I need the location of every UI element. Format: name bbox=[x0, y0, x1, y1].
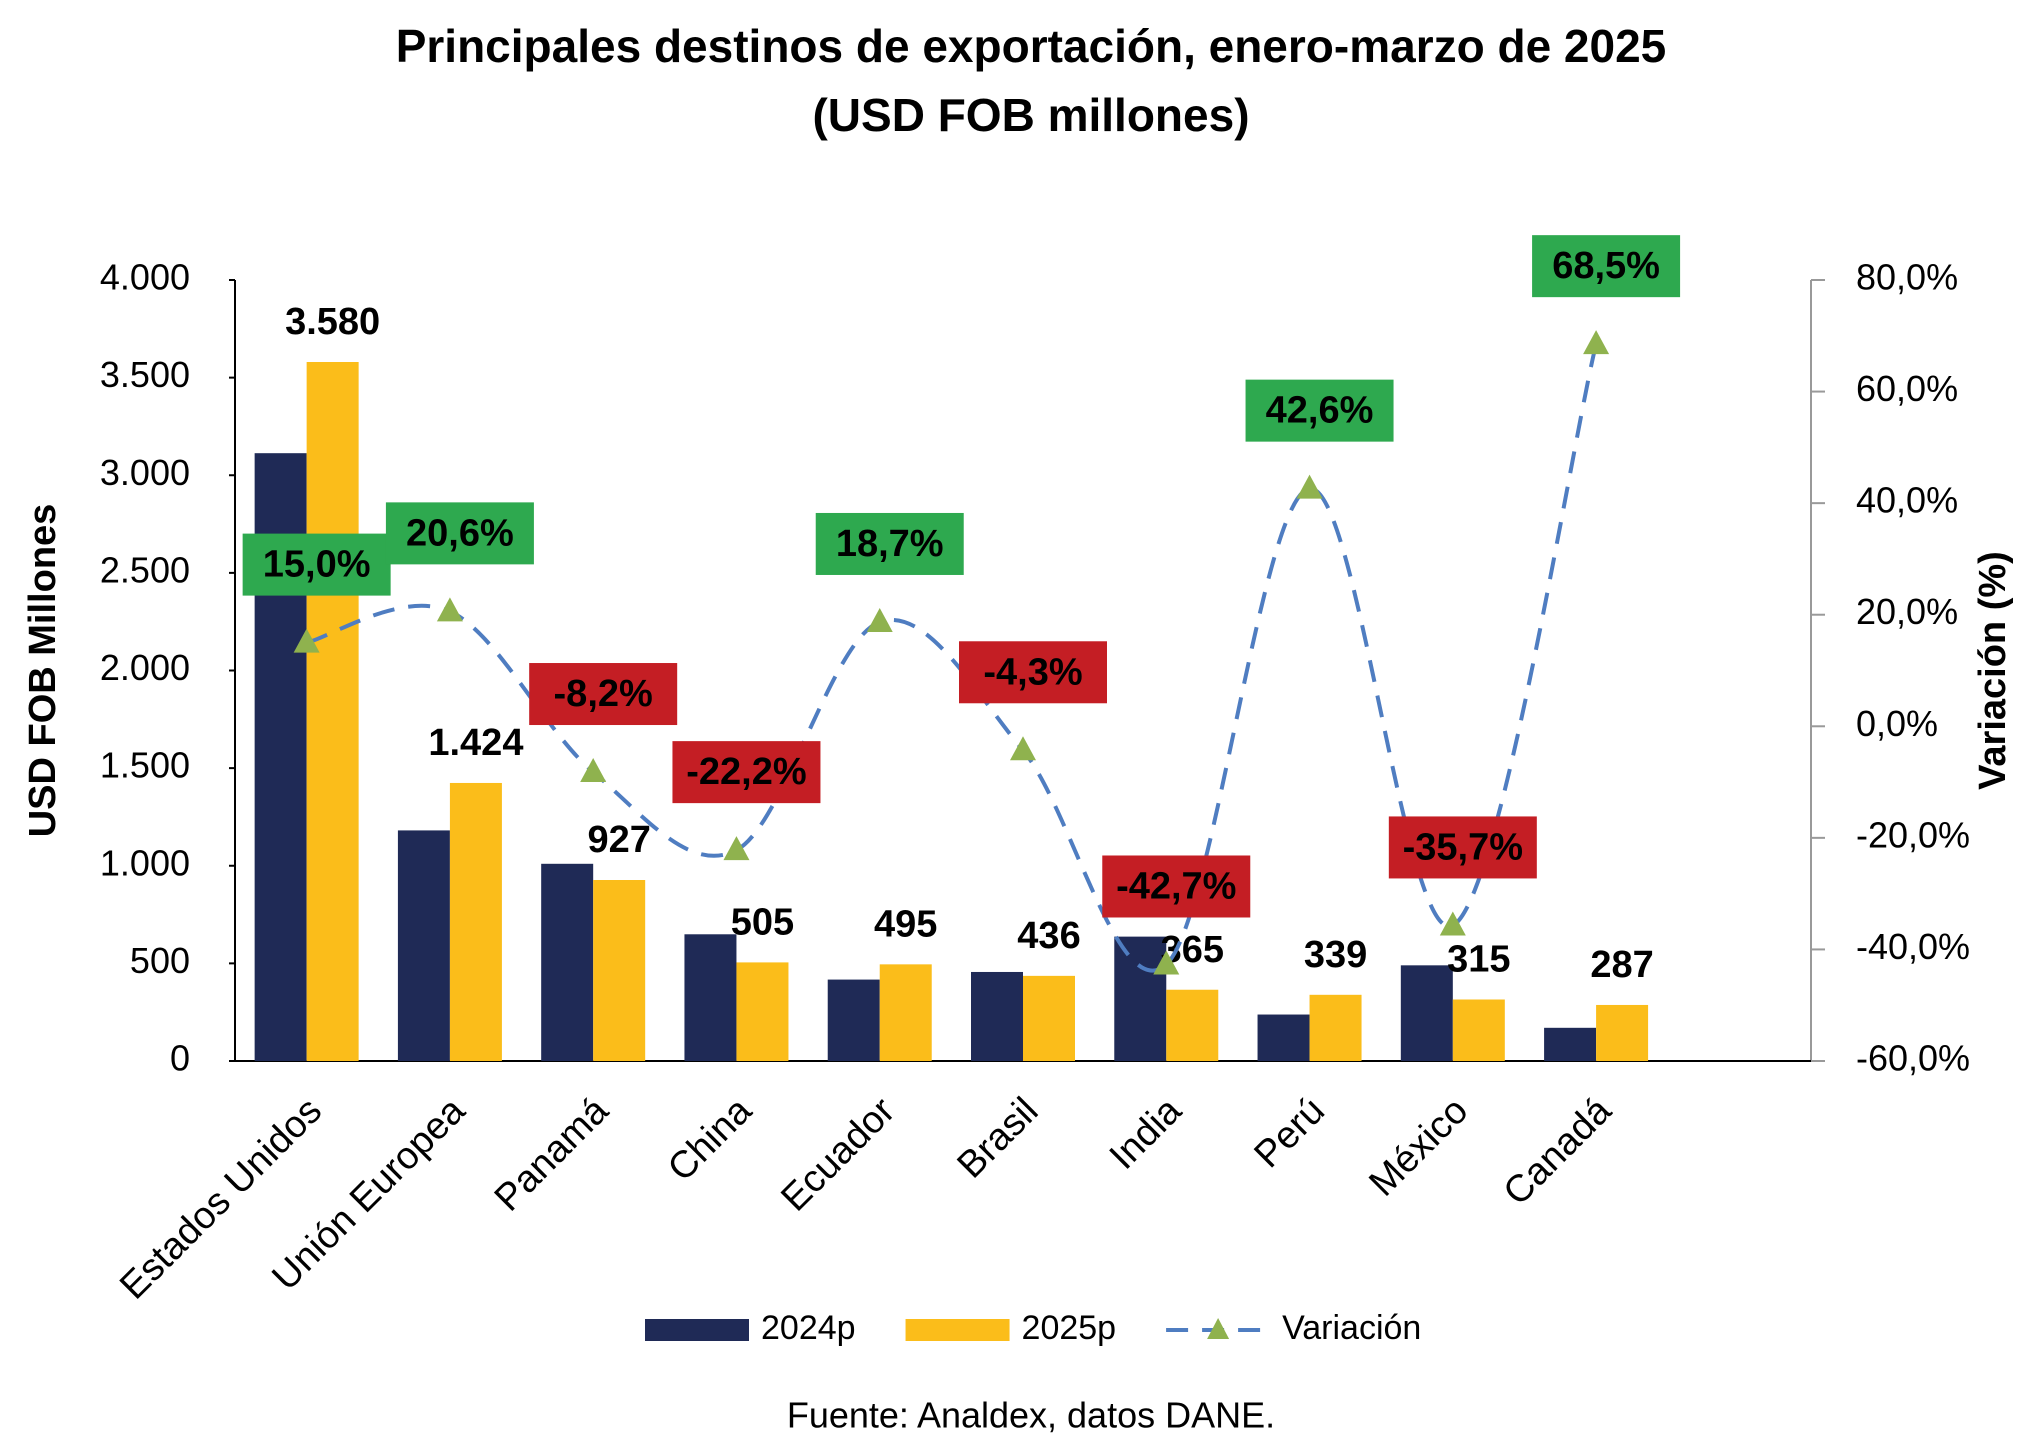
y2-tick-label: -40,0% bbox=[1856, 926, 1970, 967]
data-label-box bbox=[529, 663, 678, 726]
line-marker bbox=[866, 607, 893, 632]
data-label: -42,7% bbox=[1116, 866, 1236, 908]
legend-marker bbox=[1207, 1318, 1230, 1339]
data-label: -8,2% bbox=[554, 673, 653, 715]
data-label-box bbox=[1245, 379, 1394, 442]
bar bbox=[684, 934, 737, 1061]
bar bbox=[1452, 999, 1505, 1061]
legend-swatch bbox=[645, 1319, 749, 1341]
x-tick-label: Panamá bbox=[487, 1089, 617, 1219]
line-marker bbox=[1296, 474, 1323, 499]
line-marker bbox=[580, 758, 607, 783]
bar bbox=[397, 830, 450, 1061]
bar bbox=[1400, 965, 1453, 1061]
data-label: -22,2% bbox=[686, 751, 806, 793]
data-label: 505 bbox=[731, 901, 794, 943]
bar bbox=[1596, 1004, 1649, 1061]
y-tick-label: 0 bbox=[170, 1038, 190, 1079]
legend-label: 2025p bbox=[1022, 1309, 1117, 1347]
legend-swatch bbox=[905, 1319, 1010, 1341]
bar bbox=[1257, 1014, 1310, 1061]
data-label-box bbox=[385, 502, 534, 565]
data-label: 42,6% bbox=[1266, 390, 1374, 432]
data-label-box bbox=[959, 641, 1107, 704]
data-label-box bbox=[1102, 855, 1251, 918]
line-marker bbox=[1583, 330, 1610, 355]
y-tick-label: 2.500 bbox=[100, 549, 190, 590]
y2-tick-label: 20,0% bbox=[1856, 591, 1958, 632]
bar bbox=[306, 362, 359, 1061]
data-label: 495 bbox=[874, 903, 937, 945]
data-label: -35,7% bbox=[1403, 826, 1523, 868]
data-label: 339 bbox=[1304, 934, 1367, 976]
y-tick-label: 500 bbox=[130, 940, 190, 981]
y-axis-title: USD FOB Millones bbox=[22, 504, 64, 838]
data-label-box bbox=[672, 741, 821, 804]
bar bbox=[879, 964, 932, 1061]
bar bbox=[971, 971, 1023, 1061]
data-label: 20,6% bbox=[406, 512, 514, 554]
y2-tick-label: 0,0% bbox=[1856, 703, 1938, 744]
bar bbox=[736, 962, 789, 1061]
y2-tick-label: 60,0% bbox=[1856, 368, 1958, 409]
y-tick-label: 2.000 bbox=[100, 647, 190, 688]
x-tick-label: Ecuador bbox=[773, 1090, 903, 1220]
data-label-box bbox=[1388, 816, 1537, 879]
data-label: 436 bbox=[1017, 915, 1080, 957]
y-tick-label: 4.000 bbox=[100, 257, 190, 298]
data-label-box bbox=[242, 533, 391, 596]
y2-tick-label: -20,0% bbox=[1856, 814, 1970, 855]
line-marker bbox=[293, 628, 320, 653]
line-marker bbox=[1153, 950, 1180, 975]
x-tick-label: China bbox=[660, 1089, 761, 1190]
bar bbox=[541, 863, 594, 1061]
bar bbox=[593, 880, 646, 1061]
chart-title: Principales destinos de exportación, ene… bbox=[396, 20, 1667, 72]
y-tick-label: 1.500 bbox=[100, 745, 190, 786]
bar bbox=[449, 782, 502, 1061]
y-tick-label: 3.500 bbox=[100, 354, 190, 395]
y2-axis-title: Variación (%) bbox=[1972, 551, 2014, 790]
bar bbox=[1544, 1027, 1597, 1061]
line-marker bbox=[1439, 911, 1466, 936]
data-label: 18,7% bbox=[836, 523, 944, 565]
legend-label: Variación bbox=[1282, 1309, 1421, 1347]
data-label: 3.580 bbox=[285, 301, 380, 343]
data-label: -4,3% bbox=[983, 651, 1082, 693]
y2-tick-label: 80,0% bbox=[1856, 257, 1958, 298]
bar bbox=[827, 979, 880, 1061]
bar bbox=[1166, 989, 1219, 1061]
line-marker bbox=[1010, 736, 1036, 761]
x-tick-label: India bbox=[1102, 1089, 1191, 1178]
line-marker bbox=[436, 597, 463, 622]
x-tick-label: Perú bbox=[1247, 1090, 1333, 1176]
x-tick-label: Brasil bbox=[950, 1090, 1047, 1187]
data-label-box bbox=[1532, 235, 1681, 298]
bar bbox=[1114, 936, 1167, 1061]
x-tick-label: Canadá bbox=[1496, 1089, 1620, 1213]
x-tick-label: México bbox=[1361, 1090, 1476, 1205]
y2-tick-label: 40,0% bbox=[1856, 480, 1958, 521]
bar bbox=[1023, 975, 1075, 1061]
legend-label: 2024p bbox=[761, 1309, 856, 1347]
data-label: 68,5% bbox=[1552, 245, 1660, 287]
y-tick-label: 1.000 bbox=[100, 842, 190, 883]
source-note: Fuente: Analdex, datos DANE. bbox=[787, 1395, 1275, 1436]
y2-tick-label: -60,0% bbox=[1856, 1038, 1970, 1079]
data-label-box bbox=[815, 512, 964, 575]
data-label: 1.424 bbox=[428, 722, 523, 764]
y-tick-label: 3.000 bbox=[100, 452, 190, 493]
data-label: 287 bbox=[1590, 944, 1653, 986]
data-label: 15,0% bbox=[263, 544, 371, 586]
line-marker bbox=[723, 836, 750, 861]
chart-subtitle: (USD FOB millones) bbox=[812, 89, 1249, 141]
bar bbox=[1309, 994, 1362, 1061]
data-label: 927 bbox=[587, 819, 650, 861]
data-label: 315 bbox=[1447, 939, 1510, 981]
